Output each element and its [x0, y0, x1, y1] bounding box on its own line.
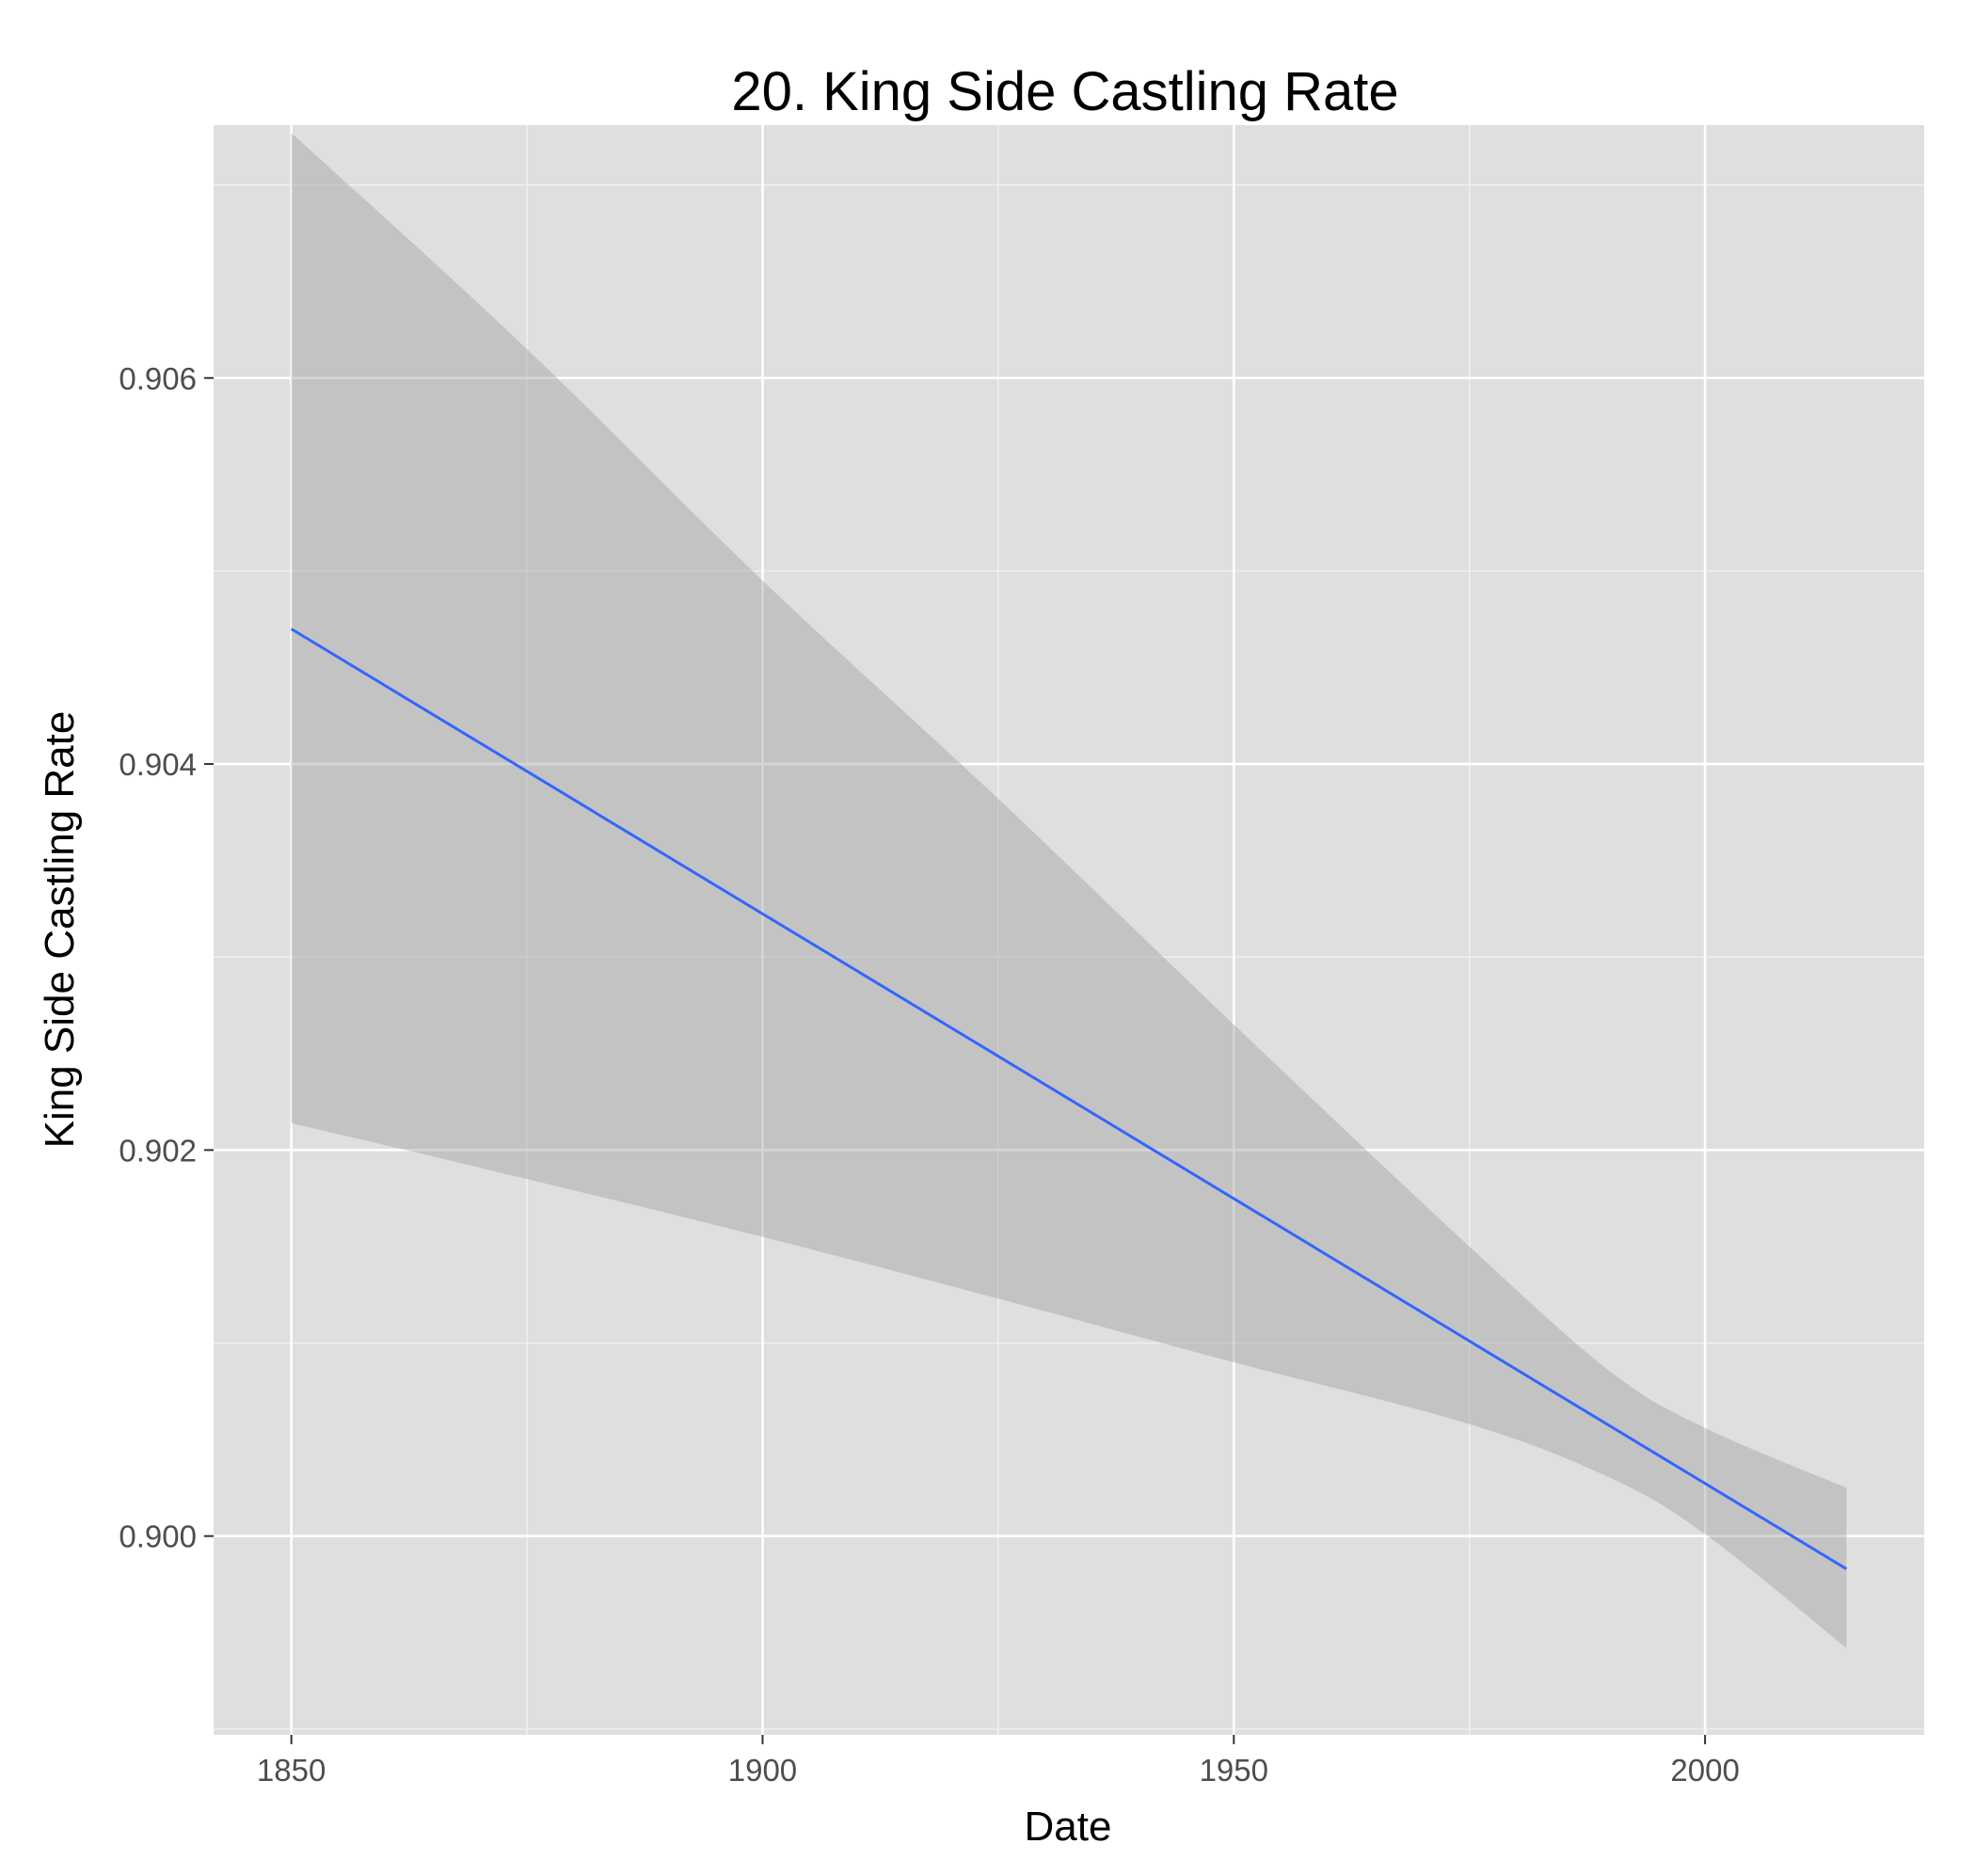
x-axis-label: Date: [1025, 1804, 1112, 1850]
y-tick-label: 0.900: [119, 1519, 197, 1554]
y-tick-label: 0.906: [119, 361, 197, 396]
x-tick-label: 1950: [1200, 1753, 1268, 1788]
x-tick-label: 1850: [257, 1753, 326, 1788]
y-tick-label: 0.902: [119, 1133, 197, 1168]
chart-title: 20. King Side Castling Rate: [731, 61, 1398, 122]
confidence-band: [291, 133, 1847, 1648]
major-gridlines: [214, 125, 1924, 1735]
y-tick-label: 0.904: [119, 747, 197, 782]
x-axis: 1850 1900 1950 2000: [257, 1735, 1740, 1788]
minor-gridlines: [214, 125, 1924, 1735]
plot-panel: [214, 125, 1924, 1735]
y-axis: 0.900 0.902 0.904 0.906: [119, 361, 214, 1554]
trend-line: [290, 628, 1848, 1570]
x-tick-label: 1900: [728, 1753, 797, 1788]
x-tick-label: 2000: [1670, 1753, 1739, 1788]
y-axis-label: King Side Castling Rate: [37, 711, 83, 1149]
